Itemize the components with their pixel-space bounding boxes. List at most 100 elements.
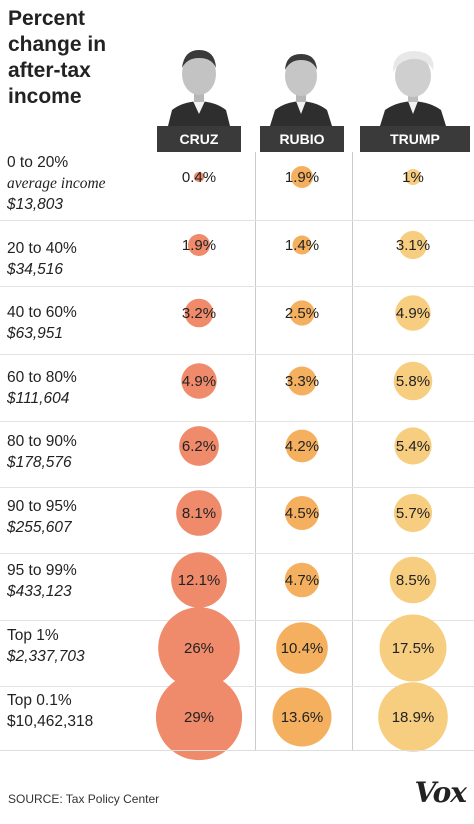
bubble-trump-2 bbox=[395, 295, 431, 331]
row-divider bbox=[0, 421, 474, 422]
row-label-top-1: Top 1% $2,337,703 bbox=[7, 625, 85, 667]
row-amount: $13,803 bbox=[7, 196, 64, 213]
row-amount: $255,607 bbox=[7, 519, 72, 536]
row-label: Top 0.1% bbox=[7, 692, 72, 709]
row-label: 0 to 20% bbox=[7, 154, 69, 171]
row-amount: $63,951 bbox=[7, 325, 64, 342]
bubble-trump-7 bbox=[379, 614, 447, 682]
bubble-label-cruz-8: 29% bbox=[184, 709, 214, 726]
bubble-label-rubio-2: 2.5% bbox=[285, 305, 319, 322]
bubble-rubio-6 bbox=[284, 562, 320, 598]
bubble-label-cruz-4: 6.2% bbox=[182, 438, 216, 455]
bubble-trump-6 bbox=[389, 556, 437, 604]
row-label-20-40: 20 to 40% $34,516 bbox=[7, 238, 77, 280]
bubble-label-cruz-2: 3.2% bbox=[182, 305, 216, 322]
row-label: 95 to 99% bbox=[7, 562, 77, 579]
bubble-trump-5 bbox=[393, 493, 433, 533]
row-label: 80 to 90% bbox=[7, 433, 77, 450]
source-note: SOURCE: Tax Policy Center bbox=[8, 792, 160, 806]
cruz-portrait bbox=[168, 50, 230, 126]
vox-logo: Vox bbox=[414, 776, 467, 809]
bubble-label-cruz-5: 8.1% bbox=[182, 505, 216, 522]
bubble-label-rubio-3: 3.3% bbox=[285, 373, 319, 390]
bubble-trump-8 bbox=[378, 682, 448, 752]
rubio-portrait bbox=[270, 54, 332, 126]
bubble-cruz-4 bbox=[179, 426, 219, 466]
bubble-rubio-1 bbox=[292, 235, 312, 255]
row-amount: $2,337,703 bbox=[7, 648, 85, 665]
bubble-cruz-1 bbox=[188, 234, 210, 256]
row-divider bbox=[0, 620, 474, 621]
bubble-cruz-8 bbox=[155, 673, 243, 761]
row-amount: $111,604 bbox=[7, 390, 70, 407]
row-amount: $34,516 bbox=[7, 261, 64, 278]
row-amount: $10,462,318 bbox=[7, 713, 94, 730]
bubble-label-trump-4: 5.4% bbox=[396, 438, 430, 455]
row-label-80-90: 80 to 90% $178,576 bbox=[7, 431, 77, 473]
bubble-label-rubio-0: 1.9% bbox=[285, 169, 319, 186]
bubble-cruz-6 bbox=[171, 552, 227, 608]
row-label-40-60: 40 to 60% $63,951 bbox=[7, 302, 77, 344]
bubble-cruz-7 bbox=[158, 607, 240, 689]
bottom-divider bbox=[0, 750, 474, 751]
row-label-90-95: 90 to 95% $255,607 bbox=[7, 496, 77, 538]
bubble-cruz-3 bbox=[181, 363, 217, 399]
row-label-top-0-1: Top 0.1% $10,462,318 bbox=[7, 690, 93, 732]
row-divider bbox=[0, 220, 474, 221]
bubble-label-rubio-7: 10.4% bbox=[281, 640, 324, 657]
row-label-0-20: 0 to 20% average income $13,803 bbox=[7, 152, 106, 215]
bubble-label-trump-5: 5.7% bbox=[396, 505, 430, 522]
bubble-label-cruz-3: 4.9% bbox=[182, 373, 216, 390]
bubble-label-cruz-1: 1.9% bbox=[182, 237, 216, 254]
bubble-label-trump-1: 3.1% bbox=[396, 237, 430, 254]
column-header-cruz: CRUZ bbox=[157, 126, 241, 152]
column-divider bbox=[255, 152, 256, 750]
row-divider bbox=[0, 286, 474, 287]
row-divider bbox=[0, 686, 474, 687]
row-divider bbox=[0, 354, 474, 355]
bubble-label-cruz-6: 12.1% bbox=[178, 572, 221, 589]
bubble-rubio-5 bbox=[285, 496, 319, 530]
row-amount: $178,576 bbox=[7, 454, 72, 471]
row-label-60-80: 60 to 80% $111,604 bbox=[7, 367, 77, 409]
bubble-cruz-5 bbox=[176, 490, 222, 536]
column-divider bbox=[352, 152, 353, 750]
bubble-label-trump-0: 1% bbox=[402, 169, 424, 186]
bubble-rubio-3 bbox=[287, 366, 317, 396]
bubble-cruz-0 bbox=[193, 171, 205, 183]
row-label: 60 to 80% bbox=[7, 369, 77, 386]
bubble-trump-1 bbox=[398, 230, 428, 260]
bubble-rubio-4 bbox=[285, 429, 319, 463]
row-label: 40 to 60% bbox=[7, 304, 77, 321]
bubble-trump-4 bbox=[394, 427, 432, 465]
bubble-cruz-2 bbox=[184, 298, 214, 328]
bubble-label-rubio-1: 1.4% bbox=[285, 237, 319, 254]
bubble-rubio-0 bbox=[291, 166, 313, 188]
row-label-95-99: 95 to 99% $433,123 bbox=[7, 560, 77, 602]
row-divider bbox=[0, 487, 474, 488]
bubble-rubio-7 bbox=[276, 622, 328, 674]
bubble-label-rubio-6: 4.7% bbox=[285, 572, 319, 589]
bubble-rubio-8 bbox=[272, 687, 332, 747]
trump-portrait bbox=[380, 51, 446, 126]
bubble-label-rubio-8: 13.6% bbox=[281, 709, 324, 726]
bubble-trump-3 bbox=[393, 361, 433, 401]
bubble-label-cruz-7: 26% bbox=[184, 640, 214, 657]
bubble-label-cruz-0: 0.4% bbox=[182, 169, 216, 186]
bubble-label-trump-3: 5.8% bbox=[396, 373, 430, 390]
bubble-rubio-2 bbox=[289, 300, 315, 326]
bubble-label-rubio-4: 4.2% bbox=[285, 438, 319, 455]
column-header-rubio: RUBIO bbox=[260, 126, 344, 152]
bubble-label-rubio-5: 4.5% bbox=[285, 505, 319, 522]
row-label: 90 to 95% bbox=[7, 498, 77, 515]
bubble-label-trump-2: 4.9% bbox=[396, 305, 430, 322]
bubble-label-trump-8: 18.9% bbox=[392, 709, 435, 726]
row-sublabel: average income bbox=[7, 175, 106, 192]
row-divider bbox=[0, 553, 474, 554]
bubble-trump-0 bbox=[405, 169, 421, 185]
bubble-label-trump-6: 8.5% bbox=[396, 572, 430, 589]
row-amount: $433,123 bbox=[7, 583, 72, 600]
row-label: 20 to 40% bbox=[7, 240, 77, 257]
chart-title: Percent change in after-tax income bbox=[8, 7, 107, 108]
